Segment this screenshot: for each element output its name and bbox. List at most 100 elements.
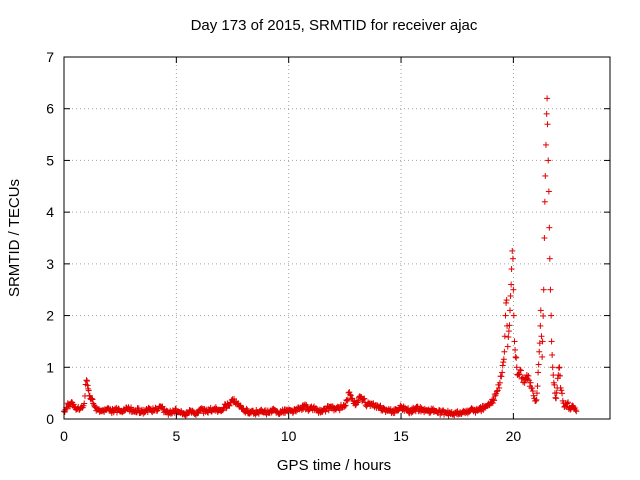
data-point xyxy=(504,343,511,350)
data-point xyxy=(516,371,523,378)
data-point xyxy=(521,379,528,386)
data-point xyxy=(540,286,547,293)
data-point xyxy=(359,396,366,403)
data-point xyxy=(403,406,410,413)
grid-lines xyxy=(64,57,610,419)
data-point xyxy=(84,378,91,385)
y-tick-label: 0 xyxy=(46,411,54,427)
data-point xyxy=(376,403,383,410)
y-axis-label: SRMTID / TECUs xyxy=(6,179,23,297)
data-point xyxy=(88,395,95,402)
data-point xyxy=(513,364,520,371)
data-point xyxy=(505,328,512,335)
y-tick-label: 3 xyxy=(46,256,54,272)
data-point xyxy=(499,369,506,376)
data-point xyxy=(506,322,513,329)
data-point xyxy=(565,399,572,406)
data-point xyxy=(540,312,547,319)
data-point xyxy=(334,403,341,410)
data-point xyxy=(501,333,508,340)
data-point xyxy=(517,366,524,373)
data-point xyxy=(514,372,521,379)
data-point xyxy=(545,188,552,195)
data-point xyxy=(490,396,497,403)
data-point xyxy=(325,407,332,414)
data-point xyxy=(81,400,88,407)
data-point xyxy=(489,400,496,407)
data-point xyxy=(552,394,559,401)
data-point xyxy=(496,379,503,386)
x-axis-label: GPS time / hours xyxy=(277,457,391,474)
tick-labels: 0 5 10 15 20 0 1 2 3 4 5 6 7 xyxy=(46,49,521,444)
data-point xyxy=(226,402,233,409)
data-point xyxy=(553,395,560,402)
data-point xyxy=(510,286,517,293)
data-point xyxy=(564,400,571,407)
data-point xyxy=(549,364,556,371)
data-point xyxy=(548,338,555,345)
data-point xyxy=(501,348,508,355)
data-point xyxy=(520,379,527,386)
data-point xyxy=(529,388,536,395)
data-point xyxy=(503,299,510,306)
data-point xyxy=(545,157,552,164)
data-point xyxy=(533,396,540,403)
data-point xyxy=(553,389,560,396)
data-point xyxy=(567,406,574,413)
data-point xyxy=(572,406,579,413)
data-point xyxy=(491,397,498,404)
y-tick-label: 5 xyxy=(46,152,54,168)
data-point xyxy=(347,391,354,398)
x-tick-label: 20 xyxy=(506,428,522,444)
data-point xyxy=(83,377,90,384)
data-point xyxy=(542,141,549,148)
data-point xyxy=(417,403,424,410)
data-point xyxy=(507,292,514,299)
plot-frame xyxy=(63,56,611,420)
data-point xyxy=(548,312,555,319)
data-point xyxy=(342,402,349,409)
data-point xyxy=(85,387,92,394)
data-point xyxy=(539,353,546,360)
data-point xyxy=(90,402,97,409)
data-point xyxy=(549,351,556,358)
data-point xyxy=(377,402,384,409)
data-point xyxy=(509,255,516,262)
data-point xyxy=(509,247,516,254)
data-point xyxy=(508,266,515,273)
data-point xyxy=(551,381,558,388)
data-point xyxy=(347,392,354,399)
data-point xyxy=(550,372,557,379)
data-point xyxy=(503,297,510,304)
data-point xyxy=(512,353,519,360)
data-point xyxy=(344,396,351,403)
data-point xyxy=(223,405,230,412)
data-point xyxy=(341,403,348,410)
data-point xyxy=(84,382,91,389)
data-point xyxy=(494,387,501,394)
data-point xyxy=(573,408,580,415)
data-point xyxy=(525,372,532,379)
data-point xyxy=(499,362,506,369)
x-tick-label: 0 xyxy=(60,428,68,444)
data-point xyxy=(218,407,225,414)
data-point xyxy=(527,379,534,386)
data-point xyxy=(556,364,563,371)
data-point xyxy=(523,372,530,379)
data-point xyxy=(529,385,536,392)
data-point xyxy=(555,364,562,371)
data-point xyxy=(502,312,509,319)
x-tick-label: 15 xyxy=(393,428,409,444)
data-point xyxy=(535,369,542,376)
data-point xyxy=(537,322,544,329)
data-point xyxy=(557,372,564,379)
data-point xyxy=(244,407,251,414)
data-points xyxy=(61,95,580,419)
data-point xyxy=(558,387,565,394)
data-point xyxy=(511,338,518,345)
data-point xyxy=(508,281,515,288)
y-tick-label: 7 xyxy=(46,49,54,65)
data-point xyxy=(536,348,543,355)
data-point xyxy=(298,407,305,414)
